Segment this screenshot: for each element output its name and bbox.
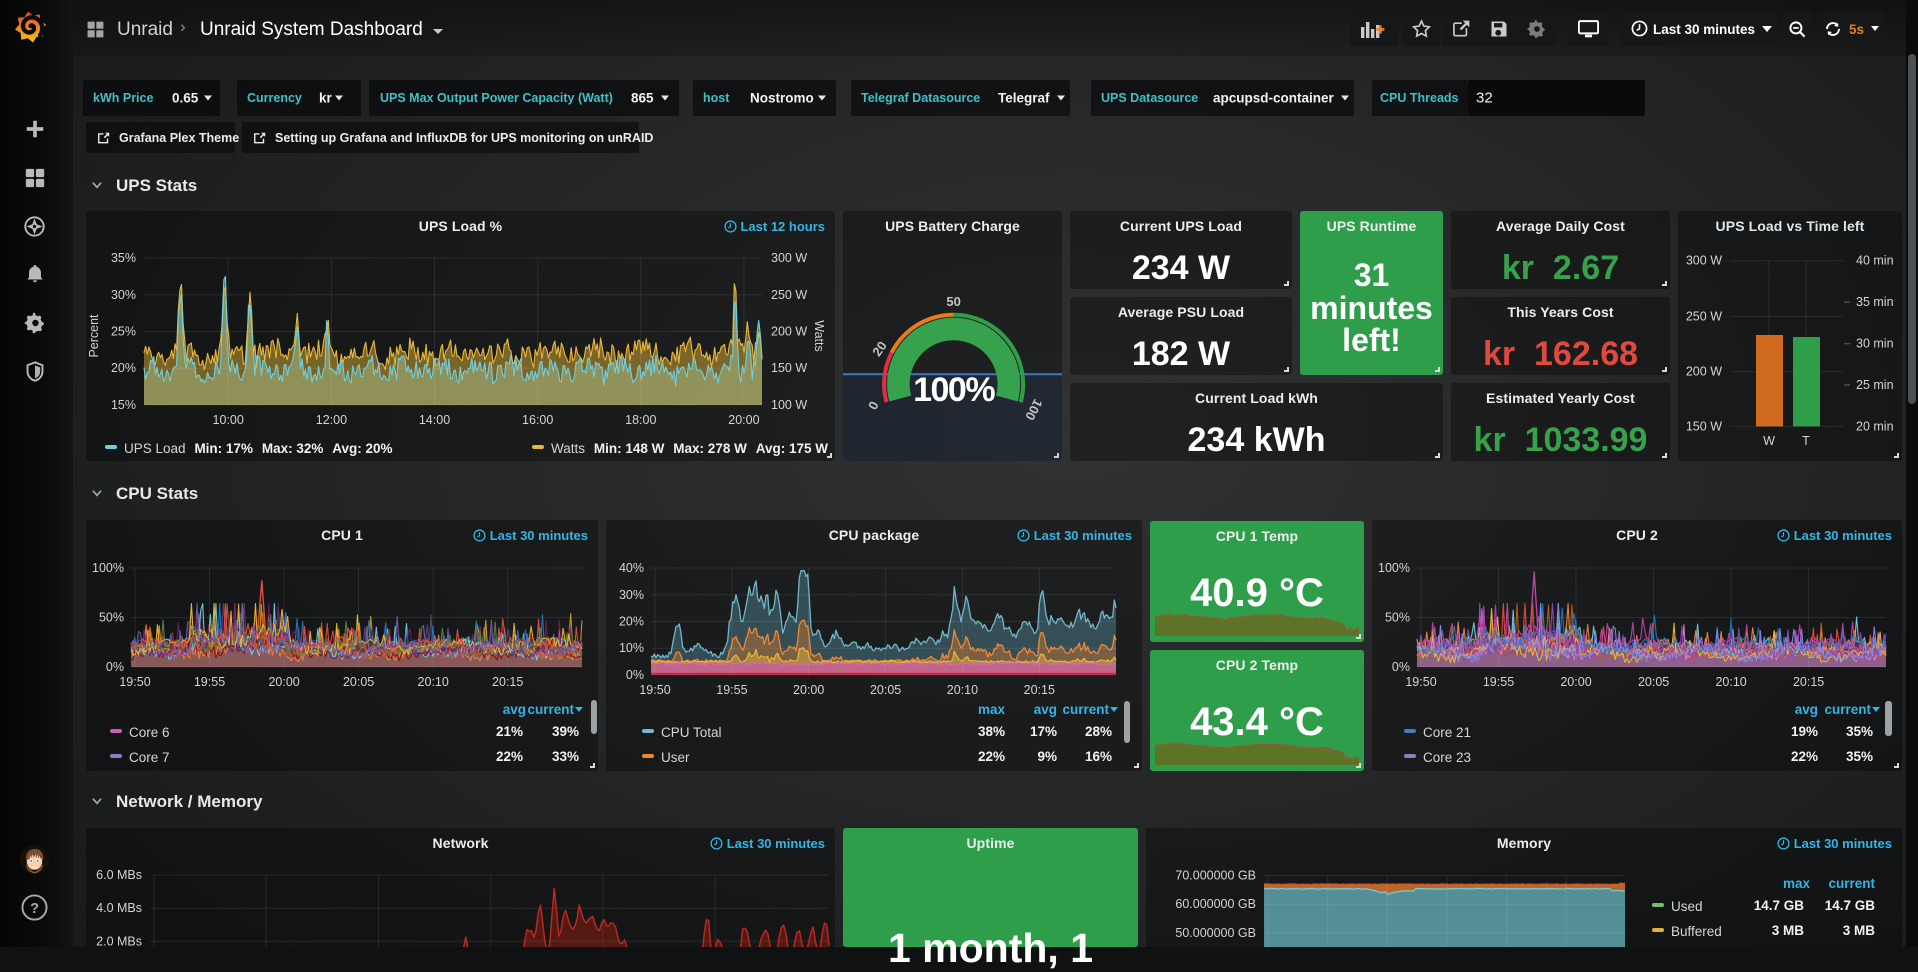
svg-text:20 min: 20 min bbox=[1856, 419, 1894, 433]
svg-text:50: 50 bbox=[946, 294, 960, 309]
svg-text:30%: 30% bbox=[619, 588, 644, 602]
svg-text:19:50: 19:50 bbox=[119, 675, 150, 689]
svg-text:50%: 50% bbox=[99, 611, 124, 625]
svg-text:300 W: 300 W bbox=[1686, 254, 1722, 268]
svg-text:20:05: 20:05 bbox=[870, 683, 901, 697]
svg-text:14:00: 14:00 bbox=[419, 413, 450, 427]
svg-text:20:10: 20:10 bbox=[418, 675, 449, 689]
svg-text:10:00: 10:00 bbox=[213, 413, 244, 427]
svg-text:19:50: 19:50 bbox=[639, 683, 670, 697]
svg-text:16:00: 16:00 bbox=[522, 413, 553, 427]
svg-text:50%: 50% bbox=[1385, 611, 1410, 625]
svg-text:70.000000 GB: 70.000000 GB bbox=[1175, 869, 1256, 883]
svg-text:30 min: 30 min bbox=[1856, 337, 1894, 351]
svg-text:T: T bbox=[1802, 434, 1810, 448]
svg-text:20:00: 20:00 bbox=[268, 675, 299, 689]
svg-text:20:05: 20:05 bbox=[343, 675, 374, 689]
svg-text:60.000000 GB: 60.000000 GB bbox=[1175, 897, 1256, 911]
svg-text:20:00: 20:00 bbox=[1560, 675, 1591, 689]
svg-text:100%: 100% bbox=[92, 561, 124, 575]
svg-text:35 min: 35 min bbox=[1856, 295, 1894, 309]
svg-text:20:00: 20:00 bbox=[728, 413, 759, 427]
svg-text:25 min: 25 min bbox=[1856, 378, 1894, 392]
svg-text:4.0 MBs: 4.0 MBs bbox=[96, 901, 142, 915]
svg-text:10%: 10% bbox=[619, 641, 644, 655]
svg-text:20%: 20% bbox=[111, 361, 136, 375]
svg-text:20:10: 20:10 bbox=[947, 683, 978, 697]
svg-text:40%: 40% bbox=[619, 561, 644, 575]
svg-text:40 min: 40 min bbox=[1856, 254, 1894, 268]
svg-text:20:15: 20:15 bbox=[492, 675, 523, 689]
svg-text:0%: 0% bbox=[1392, 660, 1410, 674]
svg-text:20:10: 20:10 bbox=[1715, 675, 1746, 689]
svg-text:50.000000 GB: 50.000000 GB bbox=[1175, 926, 1256, 940]
svg-text:250 W: 250 W bbox=[771, 288, 807, 302]
svg-text:6.0 MBs: 6.0 MBs bbox=[96, 868, 142, 882]
svg-text:100%: 100% bbox=[913, 371, 995, 409]
svg-text:150 W: 150 W bbox=[771, 361, 807, 375]
svg-text:20: 20 bbox=[869, 338, 890, 358]
svg-text:18:00: 18:00 bbox=[625, 413, 656, 427]
svg-text:19:50: 19:50 bbox=[1405, 675, 1436, 689]
svg-text:12:00: 12:00 bbox=[316, 413, 347, 427]
svg-text:20:15: 20:15 bbox=[1793, 675, 1824, 689]
svg-text:W: W bbox=[1763, 434, 1775, 448]
svg-text:20:00: 20:00 bbox=[793, 683, 824, 697]
svg-text:Percent: Percent bbox=[87, 314, 101, 358]
svg-text:200 W: 200 W bbox=[1686, 365, 1722, 379]
svg-text:?: ? bbox=[30, 901, 39, 917]
svg-text:200 W: 200 W bbox=[771, 325, 807, 339]
svg-text:19:55: 19:55 bbox=[716, 683, 747, 697]
svg-text:150 W: 150 W bbox=[1686, 419, 1722, 433]
svg-text:0%: 0% bbox=[626, 668, 644, 682]
svg-text:25%: 25% bbox=[111, 325, 136, 339]
svg-text:2.0 MBs: 2.0 MBs bbox=[96, 934, 142, 947]
svg-text:30%: 30% bbox=[111, 288, 136, 302]
svg-text:15%: 15% bbox=[111, 398, 136, 412]
svg-text:250 W: 250 W bbox=[1686, 309, 1722, 323]
svg-text:100%: 100% bbox=[1378, 561, 1410, 575]
svg-text:Watts: Watts bbox=[812, 320, 826, 351]
svg-text:20%: 20% bbox=[619, 615, 644, 629]
svg-text:100 W: 100 W bbox=[771, 398, 807, 412]
svg-text:300 W: 300 W bbox=[771, 251, 807, 265]
svg-text:0%: 0% bbox=[106, 660, 124, 674]
svg-text:19:55: 19:55 bbox=[194, 675, 225, 689]
svg-text:20:15: 20:15 bbox=[1024, 683, 1055, 697]
svg-text:19:55: 19:55 bbox=[1483, 675, 1514, 689]
svg-text:20:05: 20:05 bbox=[1638, 675, 1669, 689]
svg-text:35%: 35% bbox=[111, 251, 136, 265]
